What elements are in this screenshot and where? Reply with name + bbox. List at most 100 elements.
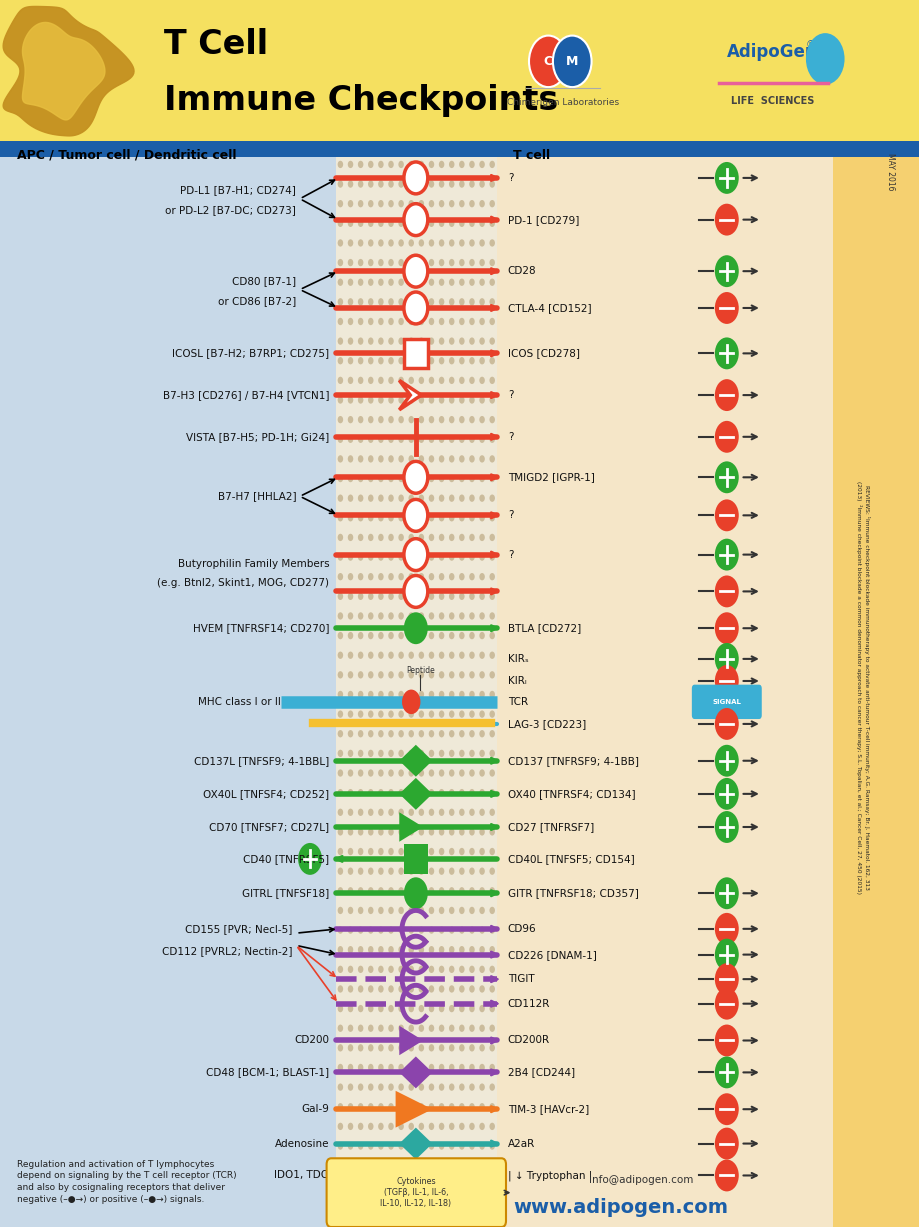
Circle shape bbox=[378, 220, 383, 227]
Circle shape bbox=[388, 239, 393, 247]
Circle shape bbox=[714, 612, 738, 644]
Circle shape bbox=[337, 632, 343, 639]
Circle shape bbox=[403, 539, 427, 571]
Circle shape bbox=[714, 1128, 738, 1160]
Circle shape bbox=[438, 1182, 444, 1189]
Circle shape bbox=[408, 416, 414, 423]
Circle shape bbox=[408, 671, 414, 679]
Circle shape bbox=[438, 691, 444, 698]
Circle shape bbox=[388, 1182, 393, 1189]
Circle shape bbox=[459, 769, 464, 777]
Circle shape bbox=[408, 1044, 414, 1052]
Circle shape bbox=[357, 887, 363, 894]
Circle shape bbox=[459, 848, 464, 855]
Circle shape bbox=[469, 887, 474, 894]
Circle shape bbox=[388, 279, 393, 286]
Circle shape bbox=[459, 867, 464, 875]
Circle shape bbox=[459, 279, 464, 286]
Circle shape bbox=[428, 436, 434, 443]
Circle shape bbox=[479, 534, 484, 541]
Polygon shape bbox=[22, 22, 105, 120]
Circle shape bbox=[378, 730, 383, 737]
Circle shape bbox=[357, 691, 363, 698]
Circle shape bbox=[408, 867, 414, 875]
Circle shape bbox=[459, 1201, 464, 1209]
Circle shape bbox=[459, 1005, 464, 1012]
Text: SIGNAL: SIGNAL bbox=[711, 699, 741, 704]
Circle shape bbox=[469, 750, 474, 757]
Circle shape bbox=[398, 848, 403, 855]
Circle shape bbox=[469, 867, 474, 875]
Circle shape bbox=[398, 985, 403, 993]
Circle shape bbox=[388, 593, 393, 600]
Circle shape bbox=[448, 946, 454, 953]
Circle shape bbox=[418, 1123, 424, 1130]
Text: ?: ? bbox=[507, 390, 513, 400]
Circle shape bbox=[438, 318, 444, 325]
Circle shape bbox=[368, 259, 373, 266]
Circle shape bbox=[438, 1162, 444, 1169]
Circle shape bbox=[459, 396, 464, 404]
Circle shape bbox=[489, 220, 494, 227]
Circle shape bbox=[438, 946, 444, 953]
Bar bbox=[0, 0, 919, 141]
Circle shape bbox=[357, 1142, 363, 1150]
Circle shape bbox=[408, 907, 414, 914]
Circle shape bbox=[448, 926, 454, 934]
Circle shape bbox=[408, 573, 414, 580]
Circle shape bbox=[479, 514, 484, 521]
Circle shape bbox=[388, 1103, 393, 1110]
Circle shape bbox=[357, 1083, 363, 1091]
Circle shape bbox=[408, 887, 414, 894]
Circle shape bbox=[438, 514, 444, 521]
Circle shape bbox=[347, 593, 353, 600]
Circle shape bbox=[398, 750, 403, 757]
Circle shape bbox=[398, 966, 403, 973]
Circle shape bbox=[469, 809, 474, 816]
Text: Regulation and activation of T lymphocytes
depend on signaling by the T cell rec: Regulation and activation of T lymphocyt… bbox=[17, 1160, 236, 1204]
Circle shape bbox=[408, 475, 414, 482]
Circle shape bbox=[479, 1044, 484, 1052]
Polygon shape bbox=[3, 6, 134, 136]
Circle shape bbox=[479, 1123, 484, 1130]
Circle shape bbox=[378, 671, 383, 679]
Circle shape bbox=[469, 514, 474, 521]
Bar bbox=[832, 157, 919, 1227]
Circle shape bbox=[428, 1103, 434, 1110]
Circle shape bbox=[378, 357, 383, 364]
Circle shape bbox=[357, 1103, 363, 1110]
Circle shape bbox=[398, 1044, 403, 1052]
FancyBboxPatch shape bbox=[691, 685, 761, 719]
Text: CTLA-4 [CD152]: CTLA-4 [CD152] bbox=[507, 303, 591, 313]
Circle shape bbox=[388, 1142, 393, 1150]
Circle shape bbox=[357, 416, 363, 423]
Circle shape bbox=[438, 377, 444, 384]
Circle shape bbox=[357, 514, 363, 521]
Circle shape bbox=[428, 1123, 434, 1130]
Circle shape bbox=[489, 1083, 494, 1091]
Circle shape bbox=[428, 494, 434, 502]
Circle shape bbox=[428, 769, 434, 777]
Circle shape bbox=[337, 161, 343, 168]
Circle shape bbox=[438, 220, 444, 227]
Circle shape bbox=[438, 573, 444, 580]
Circle shape bbox=[388, 396, 393, 404]
Text: CD137 [TNFRSF9; 4-1BB]: CD137 [TNFRSF9; 4-1BB] bbox=[507, 756, 638, 766]
Circle shape bbox=[388, 985, 393, 993]
Text: 2B4 [CD244]: 2B4 [CD244] bbox=[507, 1067, 574, 1077]
Circle shape bbox=[357, 1064, 363, 1071]
Circle shape bbox=[357, 750, 363, 757]
Circle shape bbox=[489, 1044, 494, 1052]
Circle shape bbox=[448, 632, 454, 639]
Circle shape bbox=[337, 1201, 343, 1209]
Circle shape bbox=[489, 946, 494, 953]
Circle shape bbox=[428, 946, 434, 953]
Circle shape bbox=[438, 161, 444, 168]
Circle shape bbox=[347, 180, 353, 188]
Circle shape bbox=[428, 534, 434, 541]
Circle shape bbox=[357, 710, 363, 718]
Circle shape bbox=[408, 494, 414, 502]
Circle shape bbox=[469, 377, 474, 384]
Text: info@adipogen.com: info@adipogen.com bbox=[588, 1175, 692, 1185]
Circle shape bbox=[347, 200, 353, 207]
